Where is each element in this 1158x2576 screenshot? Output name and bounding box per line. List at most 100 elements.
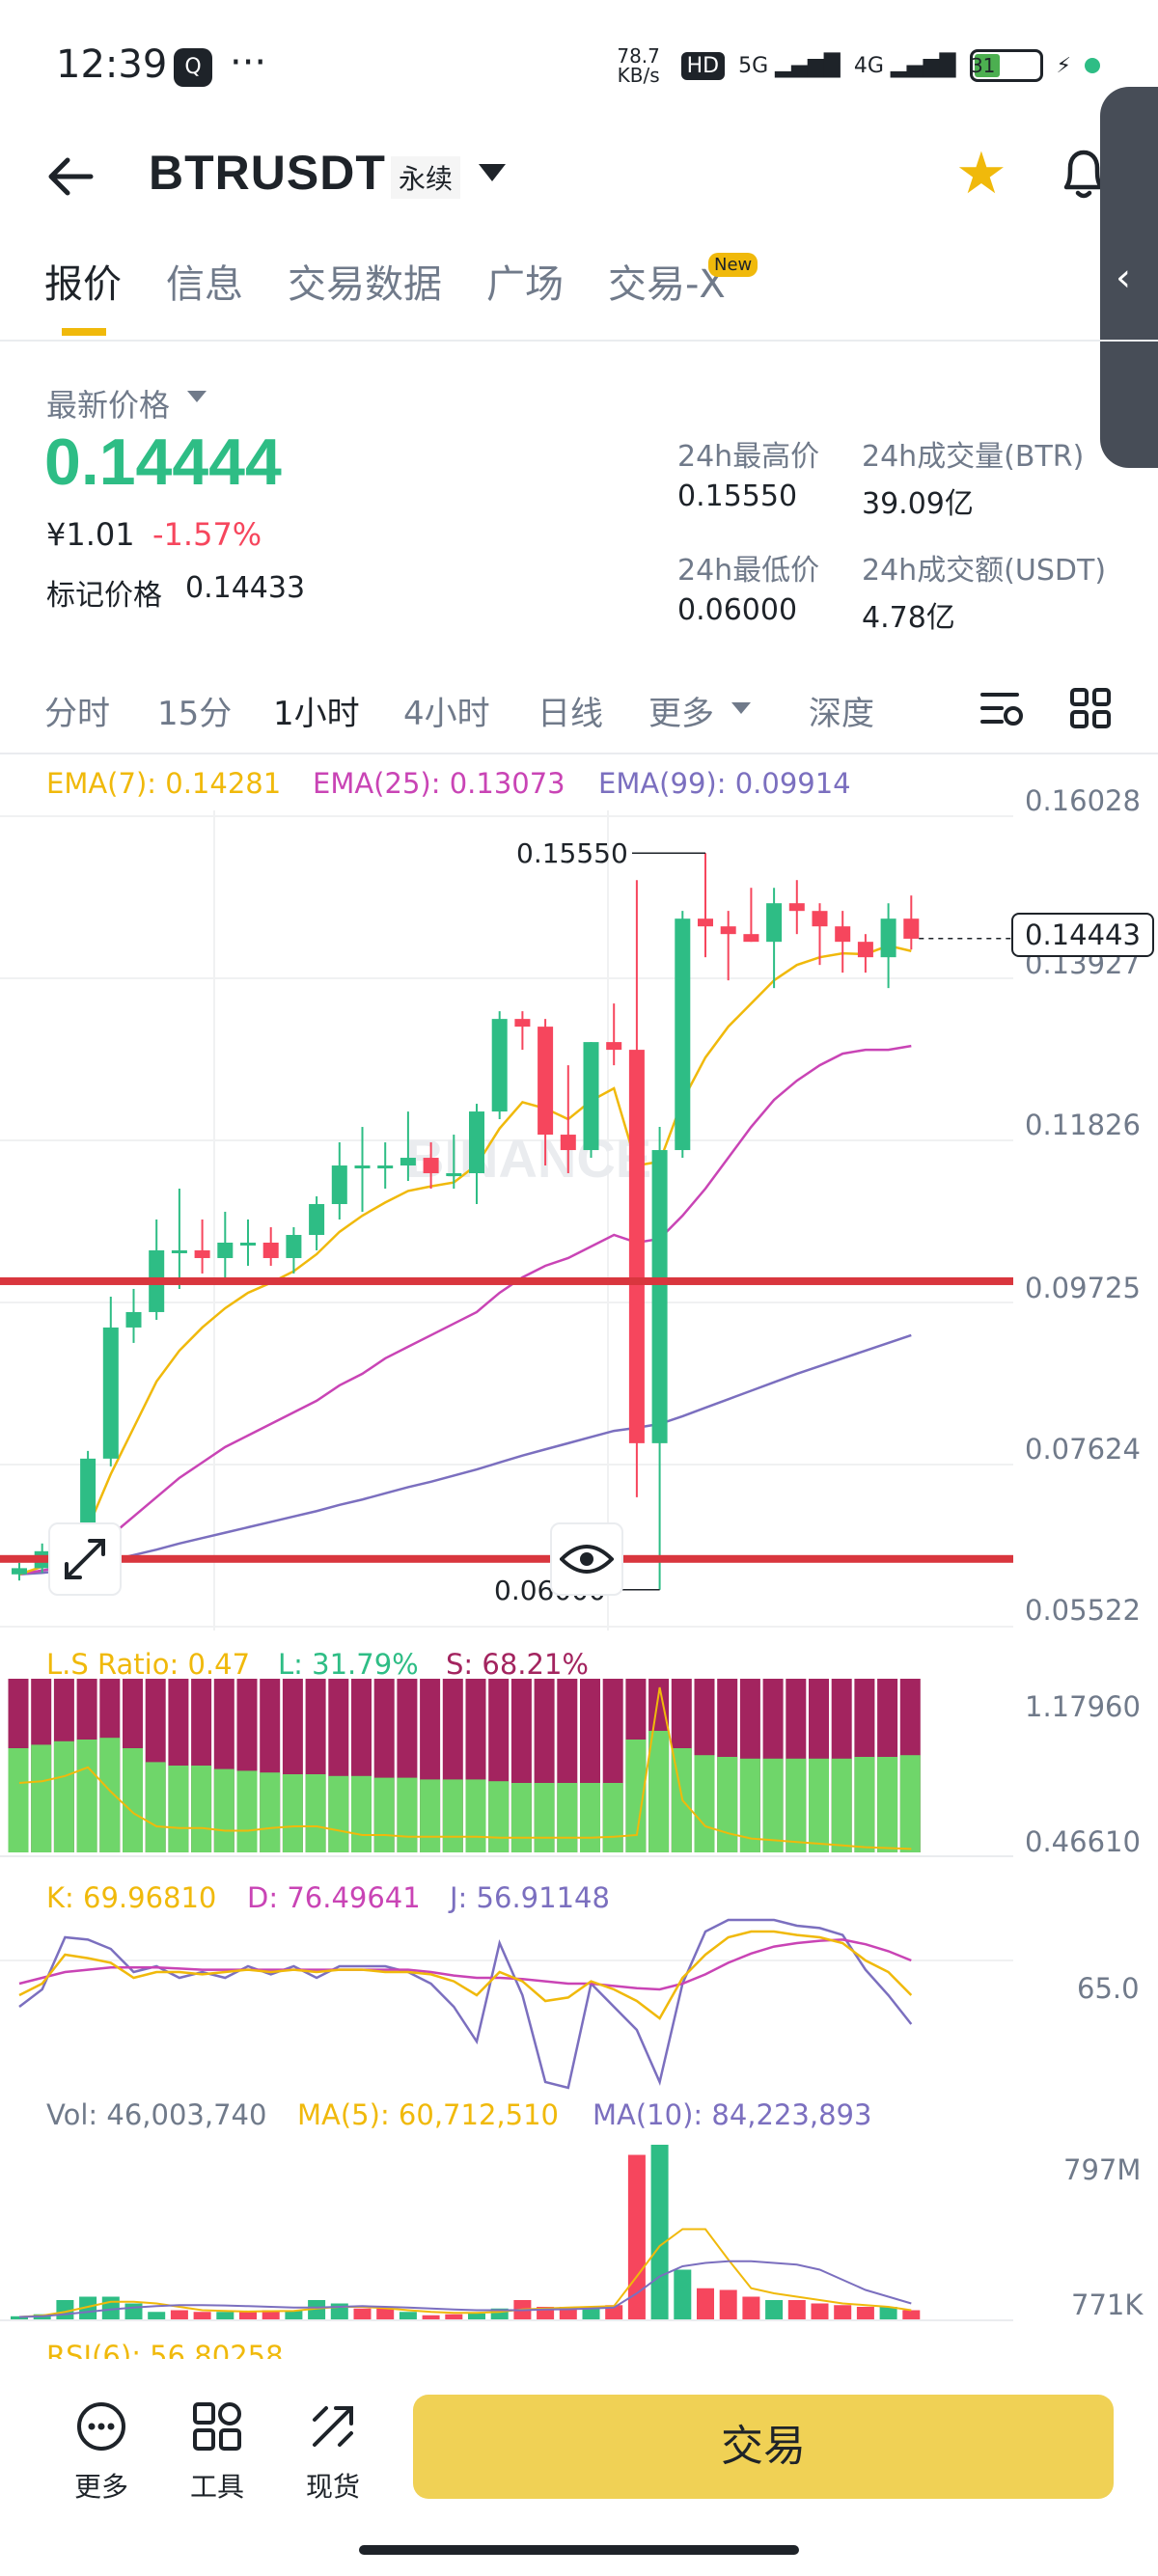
long-ratio-bar (602, 1783, 623, 1852)
candle-body (331, 1165, 347, 1205)
latest-price-label[interactable]: 最新价格 (46, 387, 171, 424)
tab-square[interactable]: 广场 (486, 262, 564, 307)
chevron-left-icon: ‹ (1116, 256, 1131, 300)
volume-bar (33, 2314, 51, 2320)
candle-body (880, 918, 896, 958)
tools-icon (193, 2402, 241, 2451)
divider (0, 753, 1158, 754)
long-ratio-bar (510, 1783, 532, 1852)
volume-bar (811, 2303, 829, 2320)
eye-toggle-icon[interactable] (550, 1522, 623, 1596)
interval-more-caret-icon[interactable] (731, 702, 751, 714)
long-ratio-bar (580, 1783, 600, 1852)
interval-1h[interactable]: 1小时 (273, 695, 360, 733)
long-ratio-bar (213, 1768, 234, 1852)
candle-body (469, 1111, 484, 1174)
volume-bar (399, 2312, 417, 2320)
volume-bar (216, 2312, 234, 2320)
volume-ma10-line (18, 2260, 912, 2318)
volume-bar (376, 2308, 395, 2320)
ema7-label: EMA(7): 0.14281 (46, 767, 282, 800)
battery-icon: 31 (969, 49, 1043, 82)
ema99-line (18, 1333, 912, 1576)
mark-price-label: 标记价格 (46, 579, 162, 613)
long-ratio-bar (899, 1755, 921, 1852)
ls-axis-tick: 0.46610 (1025, 1825, 1141, 1858)
volume-ma5-label: MA(5): 60,712,510 (297, 2098, 559, 2131)
tab-trading-data[interactable]: 交易数据 (288, 262, 442, 307)
candle-body (262, 1242, 279, 1258)
long-ratio-bar (465, 1779, 486, 1852)
tab-info[interactable]: 信息 (166, 262, 243, 307)
interval-time[interactable]: 分时 (44, 695, 110, 733)
active-tab-indicator (62, 328, 106, 336)
volume-bar (697, 2288, 714, 2320)
volume-btr-label: 24h成交量(BTR) (862, 440, 1085, 474)
tab-quote[interactable]: 报价 (44, 262, 122, 307)
volume-bar (239, 2312, 257, 2320)
kdj-axis-tick: 65.0 (1077, 1972, 1140, 2005)
price-type-caret-icon[interactable] (187, 391, 207, 402)
volume-axis-tick: 797M (1063, 2153, 1142, 2186)
side-panel-tab[interactable]: ‹ (1100, 87, 1158, 468)
nav-spot-label: 现货 (305, 2471, 360, 2503)
volume-usdt-value: 4.78亿 (862, 601, 955, 635)
signal-5g-icon: 5G ▂▄▆█ (738, 53, 841, 78)
candle-body (491, 1019, 508, 1112)
signal-5g-label: 5G (738, 53, 769, 78)
trade-button[interactable]: 交易 (413, 2395, 1114, 2499)
volume-bar (170, 2310, 188, 2320)
long-ratio-bar (534, 1783, 555, 1852)
long-ratio-bar (53, 1740, 74, 1852)
interval-more[interactable]: 更多 (648, 695, 714, 733)
status-time: 12:39 (56, 42, 168, 87)
ema7-line (18, 944, 912, 1576)
main-tabs: 报价 信息 交易数据 广场 交易-X (44, 253, 726, 309)
volume-bar (674, 2269, 692, 2320)
chart-settings-icon[interactable] (979, 687, 1025, 729)
candle-body (400, 1158, 416, 1166)
volume-bar (719, 2289, 737, 2320)
volume-ma10-label: MA(10): 84,223,893 (593, 2098, 872, 2131)
ls-ratio-label: L.S Ratio: 0.47 (46, 1648, 251, 1681)
tab-trade-x[interactable]: 交易-X (608, 262, 726, 307)
volume-bar (742, 2296, 760, 2320)
volume-bar (627, 2154, 646, 2320)
interval-1d[interactable]: 日线 (538, 695, 603, 733)
expand-chart-icon[interactable] (48, 1522, 122, 1596)
ls-short-label: S: 68.21% (446, 1648, 589, 1681)
nav-more[interactable]: 更多 (58, 2400, 145, 2505)
interval-4h[interactable]: 4小时 (403, 695, 490, 733)
hd-icon: HD (680, 51, 726, 80)
support-line (0, 1276, 1013, 1285)
favorite-star-icon[interactable]: ★ (955, 140, 1007, 207)
candle-body (698, 918, 713, 927)
kdj-d-label: D: 76.49641 (247, 1881, 421, 1914)
interval-depth[interactable]: 深度 (809, 695, 874, 733)
interval-15m[interactable]: 15分 (157, 695, 233, 733)
long-ratio-bar (854, 1757, 875, 1852)
volume-bar (422, 2315, 440, 2320)
back-arrow-icon[interactable] (46, 152, 95, 201)
symbol-title[interactable]: BTRUSDT (149, 146, 386, 200)
nav-tools[interactable]: 工具 (174, 2400, 261, 2505)
volume-bar (650, 2145, 669, 2320)
signal-4g-label: 4G (853, 53, 884, 78)
volume-chart (0, 2145, 1013, 2321)
long-ratio-bar (809, 1758, 829, 1852)
volume-bar (856, 2307, 874, 2320)
kdj-j-label: J: 56.91148 (450, 1881, 610, 1914)
kdj-k-label: K: 69.96810 (46, 1881, 217, 1914)
volume-bar (148, 2312, 166, 2320)
symbol-dropdown-icon[interactable] (479, 164, 506, 181)
long-ratio-bar (351, 1775, 372, 1852)
status-indicators: 78.7 KB/s HD 5G ▂▄▆█ 4G ▂▄▆█ 31 ⚡ (610, 46, 1100, 85)
notification-bell-icon[interactable] (1057, 145, 1111, 203)
candle-body (194, 1249, 210, 1258)
grid-layout-icon[interactable] (1069, 687, 1112, 729)
volume-axis-tick: 771K (1071, 2288, 1144, 2321)
candle-body (835, 926, 851, 943)
volume-bar (765, 2300, 784, 2320)
nav-spot[interactable]: 现货 (290, 2400, 376, 2505)
